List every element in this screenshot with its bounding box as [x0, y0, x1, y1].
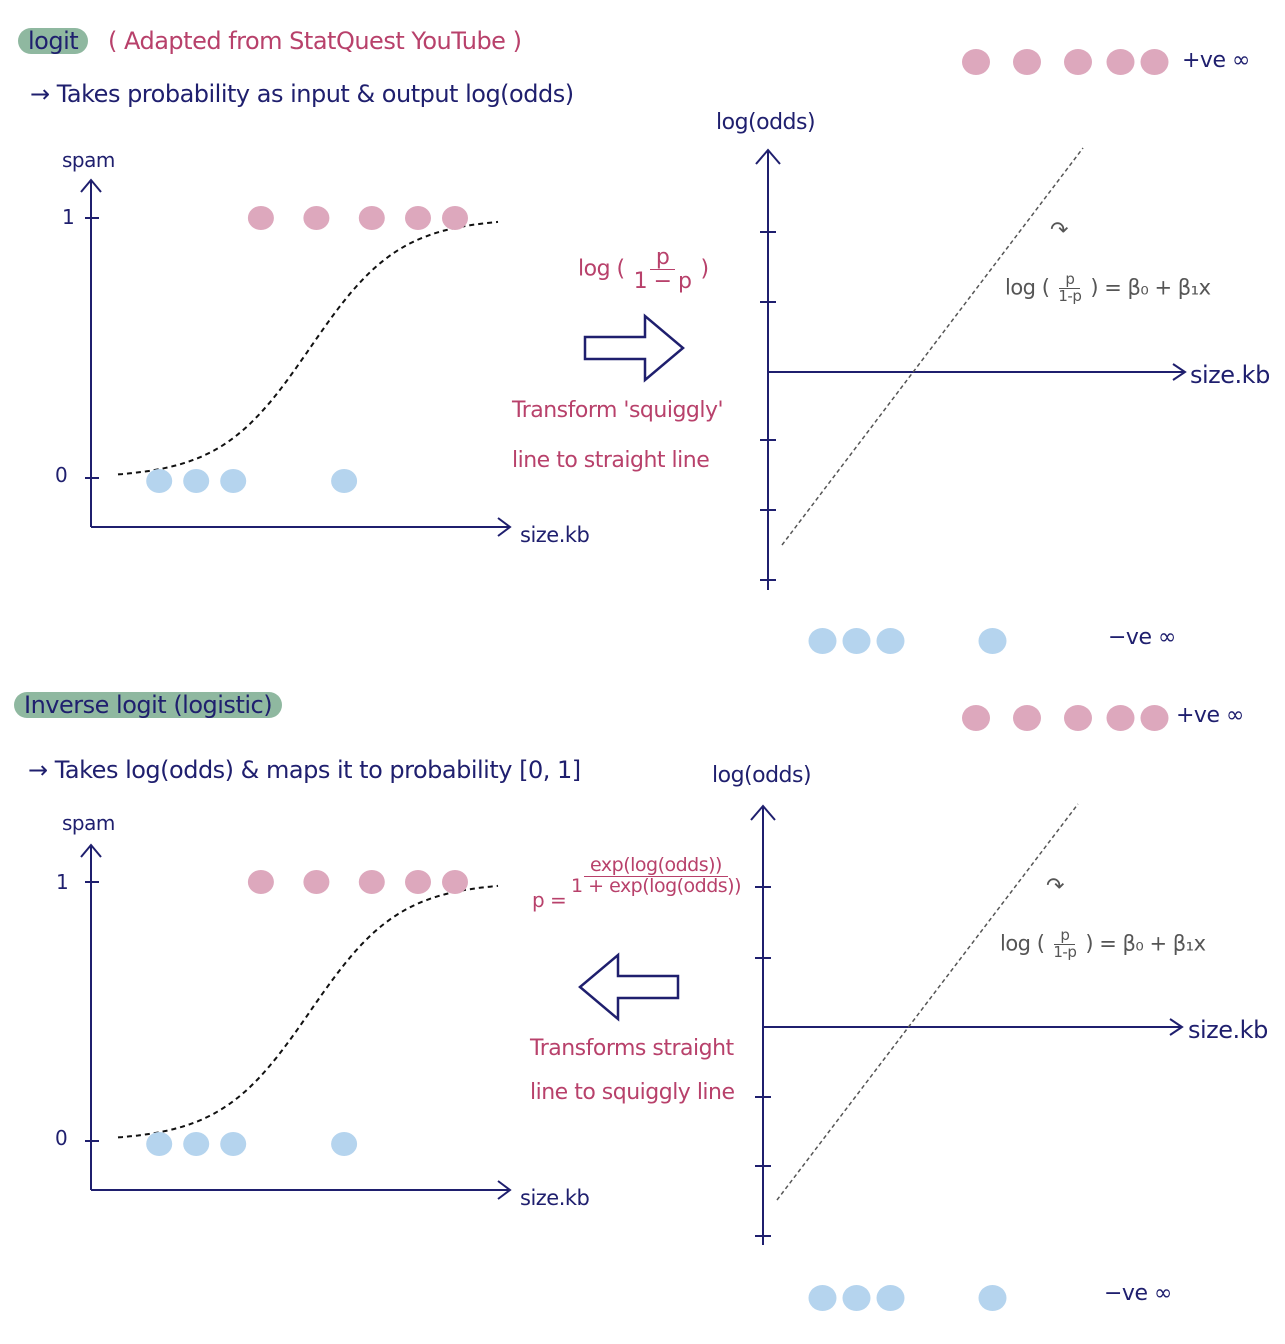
s2-left-spam-point [405, 870, 431, 894]
s1-right-spam-point [962, 49, 990, 75]
s1-left-ham-point [331, 469, 358, 493]
s1-bottom-infinity-label: −ve ∞ [1108, 625, 1176, 650]
s2-eq-arrow: ↷ [1046, 874, 1064, 899]
s1-right-spam-point [1013, 49, 1041, 75]
s2-right-spam-point [1013, 705, 1041, 731]
s1-left-x-arrowhead [497, 517, 512, 537]
s1-right-y-label: log(odds) [716, 110, 816, 135]
s1-right-spam-point [1064, 49, 1092, 75]
s2-formula-den: 1 + exp(log(odds)) [571, 874, 742, 897]
s1-right-spam-point [1140, 49, 1169, 75]
s2-right-spam-point [962, 705, 990, 731]
s1-right-spam-point [1106, 49, 1135, 75]
s1-left-y-arrowhead [80, 178, 102, 193]
source-note: ( Adapted from StatQuest YouTube ) [108, 27, 522, 55]
s1-sigmoid-curve [117, 220, 499, 476]
s1-right-x-label: size.kb [1190, 361, 1270, 389]
s2-transform-caption-1: Transforms straight [530, 1036, 734, 1061]
s2-right-y-arrowhead [750, 804, 776, 821]
s2-right-ham-point [978, 1285, 1007, 1311]
s2-left-spam-point [303, 870, 330, 894]
s2-transform-caption-2: line to squiggly line [530, 1080, 735, 1105]
s2-left-ham-point [146, 1132, 173, 1156]
s1-transform-caption-2: line to straight line [512, 448, 710, 473]
s2-left-ham-point [183, 1132, 210, 1156]
s2-left-spam-point [358, 870, 385, 894]
s2-right-ham-point [808, 1285, 837, 1311]
s2-left-x-arrowhead [497, 1180, 512, 1200]
s1-log-odds-line [781, 147, 1084, 546]
s1-formula-num: p [649, 246, 676, 271]
s2-transform-arrow [578, 952, 680, 1022]
s1-left-ham-point [220, 469, 247, 493]
s1-left-spam-point [405, 206, 431, 230]
s1-eq-arrow: ↷ [1050, 218, 1068, 243]
s2-left-spam-point [247, 870, 274, 894]
s1-left-tick-one: 1 [62, 205, 75, 229]
s1-left-spam-point [442, 206, 468, 230]
s2-left-tick-zero: 0 [55, 1126, 68, 1150]
s2-left-y-label: spam [62, 811, 115, 835]
s2-left-x-label: size.kb [520, 1186, 590, 1210]
s2-p-label: p = [532, 888, 567, 912]
s2-right-x-label: size.kb [1188, 1016, 1268, 1044]
s1-right-ham-point [978, 628, 1007, 654]
s1-transform-formula: log (p 1 − p) [578, 245, 709, 295]
s2-left-ham-point [331, 1132, 358, 1156]
logit-description: → Takes probability as input & output lo… [30, 80, 574, 108]
s2-right-x-arrowhead [1169, 1018, 1184, 1036]
s2-right-ham-point [842, 1285, 871, 1311]
s1-right-y-arrowhead [755, 148, 781, 165]
s2-right-spam-point [1140, 705, 1169, 731]
s2-right-ham-point [876, 1285, 905, 1311]
s2-transform-formula: exp(log(odds)) 1 + exp(log(odds)) [562, 855, 750, 897]
s2-sigmoid-curve [117, 884, 499, 1139]
s1-left-x-label: size.kb [520, 523, 590, 547]
s2-top-infinity-label: +ve ∞ [1176, 703, 1244, 728]
s1-left-spam-point [247, 206, 274, 230]
s2-regression-equation: log (p 1-p) = β₀ + β₁x [1000, 926, 1206, 961]
s1-right-ham-point [876, 628, 905, 654]
s1-formula-den: 1 − p [633, 269, 692, 295]
s2-right-y-label: log(odds) [712, 763, 812, 788]
s1-left-spam-point [303, 206, 330, 230]
s2-right-spam-point [1106, 705, 1135, 731]
inverse-logit-description: → Takes log(odds) & maps it to probabili… [28, 756, 581, 784]
s2-left-ham-point [220, 1132, 247, 1156]
s1-left-y-label: spam [62, 148, 115, 172]
s2-left-tick-one: 1 [56, 870, 69, 894]
s1-right-ham-point [842, 628, 871, 654]
s1-top-infinity-label: +ve ∞ [1182, 48, 1250, 73]
s1-transform-arrow [583, 313, 685, 383]
inverse-logit-tag: Inverse logit (logistic) [14, 692, 283, 718]
s1-right-x-arrowhead [1172, 363, 1187, 381]
s1-left-ham-point [183, 469, 210, 493]
s2-log-odds-line [776, 803, 1079, 1201]
s1-transform-caption-1: Transform 'squiggly' [512, 398, 724, 423]
s2-right-spam-point [1064, 705, 1092, 731]
s1-right-ham-point [808, 628, 837, 654]
s2-left-spam-point [442, 870, 468, 894]
logit-tag: logit [18, 28, 89, 54]
s2-left-y-arrowhead [80, 843, 102, 858]
s2-bottom-infinity-label: −ve ∞ [1104, 1281, 1172, 1306]
s2-formula-num: exp(log(odds)) [584, 855, 728, 877]
s1-left-tick-zero: 0 [55, 463, 68, 487]
s1-regression-equation: log (p 1-p) = β₀ + β₁x [1005, 270, 1211, 305]
s1-left-ham-point [146, 469, 173, 493]
s1-left-spam-point [358, 206, 385, 230]
